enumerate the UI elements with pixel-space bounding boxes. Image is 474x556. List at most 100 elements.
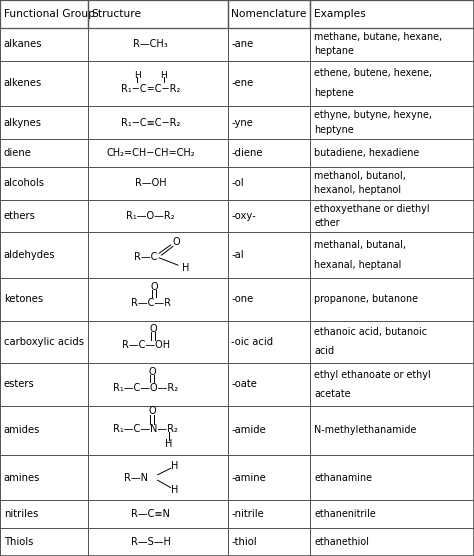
Text: ethanamine: ethanamine: [314, 473, 372, 483]
Bar: [310, 61, 474, 106]
Text: -ane: -ane: [231, 39, 254, 49]
Text: carboxylic acids: carboxylic acids: [4, 337, 84, 347]
Bar: [228, 200, 310, 232]
Bar: [88, 405, 228, 455]
Bar: [0, 167, 88, 200]
Text: R₁—C—N—R₂: R₁—C—N—R₂: [113, 424, 178, 434]
Bar: [88, 278, 228, 320]
Bar: [228, 405, 310, 455]
Bar: [88, 500, 228, 528]
Text: -nitrile: -nitrile: [231, 509, 264, 519]
Text: ethanoic acid, butanoic: ethanoic acid, butanoic: [314, 327, 427, 337]
Text: ether: ether: [314, 218, 340, 228]
Bar: [228, 139, 310, 167]
Bar: [88, 363, 228, 405]
Text: R—N: R—N: [124, 473, 148, 483]
Text: -oic acid: -oic acid: [231, 337, 273, 347]
Bar: [0, 232, 88, 278]
Bar: [310, 139, 474, 167]
Text: heptene: heptene: [314, 88, 354, 98]
Text: ethoxyethane or diethyl: ethoxyethane or diethyl: [314, 203, 430, 214]
Bar: [88, 28, 228, 61]
Text: ethene, butene, hexene,: ethene, butene, hexene,: [314, 68, 432, 78]
Bar: [88, 200, 228, 232]
Text: ketones: ketones: [4, 294, 43, 304]
Text: -amine: -amine: [231, 473, 266, 483]
Text: Examples: Examples: [314, 9, 366, 19]
Bar: [88, 167, 228, 200]
Text: -al: -al: [231, 250, 244, 260]
Bar: [88, 320, 228, 363]
Bar: [310, 455, 474, 500]
Text: R—C: R—C: [134, 252, 157, 262]
Text: -ene: -ene: [231, 78, 254, 88]
Text: -yne: -yne: [231, 118, 253, 128]
Bar: [310, 28, 474, 61]
Bar: [0, 363, 88, 405]
Bar: [310, 405, 474, 455]
Text: ethyl ethanoate or ethyl: ethyl ethanoate or ethyl: [314, 370, 431, 380]
Text: methane, butane, hexane,: methane, butane, hexane,: [314, 32, 442, 42]
Bar: [228, 167, 310, 200]
Bar: [0, 106, 88, 139]
Text: -diene: -diene: [231, 148, 263, 158]
Bar: [228, 278, 310, 320]
Text: heptyne: heptyne: [314, 125, 354, 135]
Text: R₁−C=C−R₂: R₁−C=C−R₂: [121, 84, 180, 94]
Text: aldehydes: aldehydes: [4, 250, 55, 260]
Bar: [88, 455, 228, 500]
Bar: [228, 106, 310, 139]
Bar: [310, 167, 474, 200]
Bar: [0, 320, 88, 363]
Bar: [228, 320, 310, 363]
Text: CH₂=CH−CH=CH₂: CH₂=CH−CH=CH₂: [106, 148, 195, 158]
Text: alkenes: alkenes: [4, 78, 42, 88]
Bar: [228, 28, 310, 61]
Text: Nomenclature: Nomenclature: [231, 9, 307, 19]
Bar: [88, 139, 228, 167]
Text: esters: esters: [4, 379, 35, 389]
Text: heptane: heptane: [314, 46, 354, 56]
Bar: [310, 200, 474, 232]
Text: diene: diene: [4, 148, 32, 158]
Text: ethanenitrile: ethanenitrile: [314, 509, 376, 519]
Bar: [0, 455, 88, 500]
Text: acid: acid: [314, 346, 334, 356]
Bar: [228, 232, 310, 278]
Text: alcohols: alcohols: [4, 178, 45, 188]
Text: O: O: [148, 406, 156, 416]
Text: -oxy-: -oxy-: [231, 211, 256, 221]
Text: amides: amides: [4, 425, 40, 435]
Bar: [310, 278, 474, 320]
Text: ethers: ethers: [4, 211, 36, 221]
Bar: [0, 200, 88, 232]
Text: -oate: -oate: [231, 379, 257, 389]
Text: Structure: Structure: [91, 9, 142, 19]
Bar: [0, 500, 88, 528]
Bar: [228, 528, 310, 556]
Text: O: O: [173, 237, 181, 247]
Bar: [228, 61, 310, 106]
Bar: [88, 106, 228, 139]
Text: R—C—OH: R—C—OH: [122, 340, 170, 350]
Text: -thiol: -thiol: [231, 537, 257, 547]
Text: R—S—H: R—S—H: [131, 537, 171, 547]
Bar: [310, 0, 474, 28]
Text: alkynes: alkynes: [4, 118, 42, 128]
Bar: [310, 320, 474, 363]
Bar: [228, 363, 310, 405]
Text: O: O: [148, 366, 156, 376]
Text: R—C≡N: R—C≡N: [131, 509, 170, 519]
Bar: [0, 528, 88, 556]
Text: H: H: [171, 485, 178, 495]
Text: H: H: [161, 71, 167, 80]
Bar: [310, 363, 474, 405]
Text: ethyne, butyne, hexyne,: ethyne, butyne, hexyne,: [314, 111, 432, 121]
Bar: [0, 405, 88, 455]
Bar: [310, 500, 474, 528]
Text: R₁—O—R₂: R₁—O—R₂: [126, 211, 175, 221]
Text: amines: amines: [4, 473, 40, 483]
Bar: [0, 278, 88, 320]
Bar: [0, 139, 88, 167]
Text: alkanes: alkanes: [4, 39, 42, 49]
